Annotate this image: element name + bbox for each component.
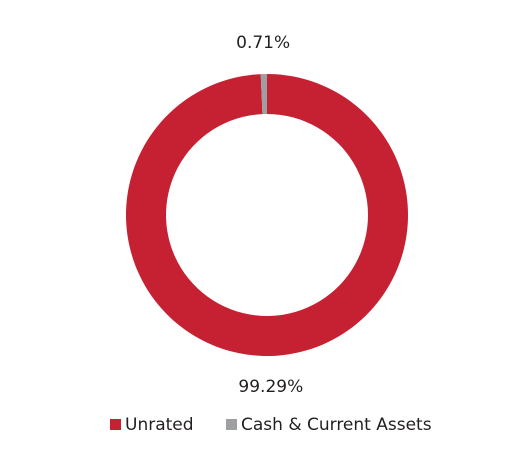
value-label: 0.71% xyxy=(236,33,290,53)
donut-slice xyxy=(260,74,267,115)
legend-swatch xyxy=(110,419,121,430)
legend-swatch xyxy=(226,419,237,430)
legend-label: Cash & Current Assets xyxy=(241,415,432,435)
donut-slice xyxy=(126,73,409,356)
legend-label: Unrated xyxy=(125,415,194,435)
value-label: 99.29% xyxy=(238,377,303,397)
